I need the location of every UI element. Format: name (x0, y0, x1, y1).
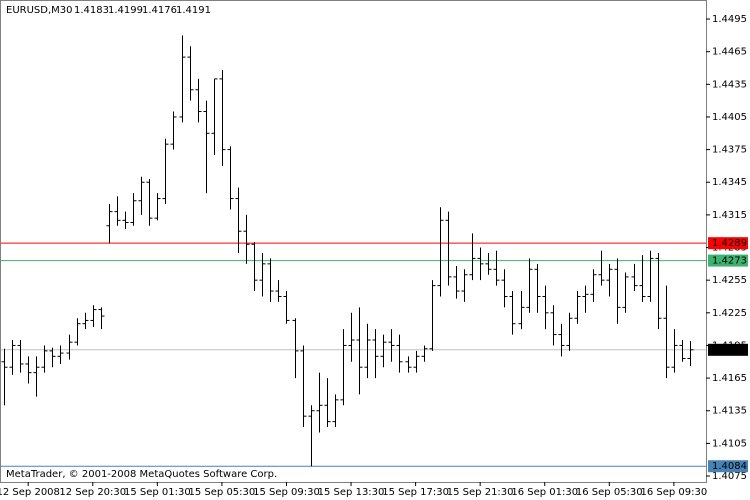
price-level-label: 1.4084 (712, 461, 747, 472)
x-tick-label: 12 Sep 20:30 (59, 487, 126, 498)
x-tick-label: 12 Sep 2008 (0, 487, 60, 498)
y-tick-label: 1.4375 (712, 145, 747, 156)
footer: MetaTrader, © 2001-2008 MetaQuotes Softw… (6, 469, 277, 480)
price-level-label: 1.4191 (712, 345, 747, 356)
y-tick-label: 1.4135 (712, 406, 747, 417)
y-tick-label: 1.4345 (712, 177, 747, 188)
y-tick-label: 1.4315 (712, 210, 747, 221)
x-tick-label: 16 Sep 01:30 (511, 487, 578, 498)
header-open: 1.4183 (74, 5, 109, 16)
x-tick-label: 16 Sep 09:30 (640, 487, 707, 498)
y-tick-label: 1.4405 (712, 112, 747, 123)
y-tick-label: 1.4075 (712, 471, 747, 482)
y-tick-label: 1.4225 (712, 308, 747, 319)
y-tick-label: 1.4435 (712, 79, 747, 90)
price-level-label: 1.4289 (712, 238, 747, 249)
y-tick-label: 1.4105 (712, 438, 747, 449)
price-level-box (708, 460, 748, 473)
header-low: 1.4176 (142, 5, 177, 16)
price-level-box (708, 254, 748, 267)
x-tick-label: 15 Sep 01:30 (124, 487, 191, 498)
plot-frame (0, 0, 707, 483)
x-tick-label: 15 Sep 13:30 (318, 487, 385, 498)
x-tick-label: 15 Sep 09:30 (253, 487, 320, 498)
x-tick-label: 16 Sep 05:30 (576, 487, 643, 498)
y-tick-label: 1.4495 (712, 14, 747, 25)
x-tick-label: 15 Sep 21:30 (447, 487, 514, 498)
price-level-box (708, 237, 748, 250)
y-tick-label: 1.4255 (712, 275, 747, 286)
header-close: 1.4191 (176, 5, 211, 16)
price-level-box (708, 343, 748, 356)
price-level-label: 1.4273 (712, 256, 747, 267)
chart-title: EURUSD,M30 (6, 5, 72, 16)
x-tick-label: 15 Sep 05:30 (189, 487, 256, 498)
y-tick-label: 1.4465 (712, 47, 747, 58)
header-high: 1.4199 (108, 5, 143, 16)
x-tick-label: 15 Sep 17:30 (382, 487, 449, 498)
y-tick-label: 1.4165 (712, 373, 747, 384)
